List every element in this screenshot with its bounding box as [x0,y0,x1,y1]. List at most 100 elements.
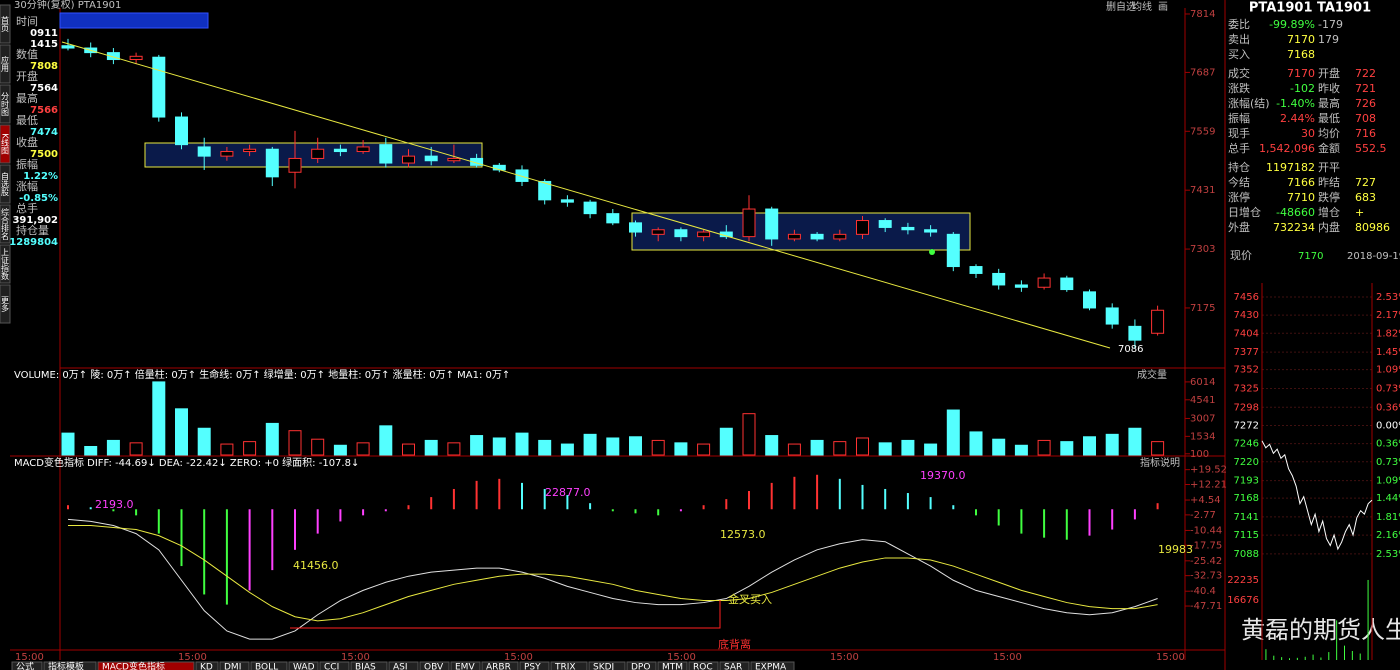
bottom-tab-label: ASI [393,663,408,670]
side-tab[interactable] [0,204,11,244]
toolbar-button[interactable]: 删自选 [1106,0,1136,13]
side-tab-label: 综合排名 [1,207,10,241]
bottom-tab[interactable] [481,661,519,670]
volume-bar [424,439,438,456]
price-value: 7170 [1298,251,1323,262]
volume-bar [470,435,484,456]
macd-bar [725,499,728,510]
bottom-tab-label: SKDJ [593,663,614,670]
macd-bar [135,509,138,516]
side-tab[interactable] [0,244,11,284]
y-tick-label: 7303 [1190,244,1215,255]
divergence-line [290,600,721,629]
bottom-tab[interactable] [250,661,288,670]
macd-bar [452,488,455,510]
quote-label: 今结 [1228,175,1250,189]
bottom-tab[interactable] [626,661,657,670]
bottom-tab-label: OBV [424,663,444,670]
bottom-tab[interactable] [688,661,719,670]
side-tab[interactable] [0,124,11,164]
volume-bar [152,381,166,456]
candle-body [515,169,529,182]
volume-bar [833,441,847,456]
macd-bar [271,509,274,571]
bottom-tab-label: SAR [724,663,742,670]
bottom-tab[interactable] [588,661,626,670]
info-label: 最高 [16,91,38,105]
quote-label: 开盘 [1318,66,1340,80]
quote-value: 30 [1301,127,1315,140]
bottom-tab[interactable] [550,661,588,670]
bottom-tab[interactable] [97,661,195,670]
volume-bar [515,432,529,456]
bottom-tab[interactable] [450,661,481,670]
volume-bar [697,443,711,456]
candle-body [152,56,166,118]
macd-bar [521,482,523,510]
info-value: 7566 [30,105,58,116]
quote-value: + [1355,206,1364,219]
candle-body [470,157,484,166]
side-tab-label: K线图 [1,133,10,155]
quote-value: 7710 [1287,191,1315,204]
y-tick-label: 6014 [1190,377,1215,388]
bottom-tab[interactable] [388,661,419,670]
bottom-tab-label: DMI [224,663,241,670]
quote-label: 日增仓 [1228,205,1261,219]
candle-body [583,201,597,215]
y-tick-label: 4541 [1190,395,1215,406]
bottom-tab[interactable] [319,661,350,670]
macd-bar [203,509,206,595]
bottom-tab[interactable] [750,661,795,670]
volume-bar [1014,444,1028,456]
bottom-tab-label: MACD变色指标 [102,661,165,670]
y-tick-label: -17.75 [1190,540,1222,551]
volume-bar [787,443,801,456]
bottom-tab[interactable] [11,661,43,670]
bottom-tab-label: 公式 [16,661,34,670]
volume-button[interactable]: 成交量 [1137,368,1167,381]
signal-dot [929,249,935,255]
quote-value: 716 [1355,127,1376,140]
side-tab[interactable] [0,84,11,124]
bottom-tab[interactable] [350,661,388,670]
quote-value: 1,542,096 [1259,142,1315,155]
side-tab[interactable] [0,164,11,204]
bottom-tab-label: MTM [662,663,683,670]
side-tab[interactable] [0,44,11,84]
quote-label: 买入 [1228,48,1250,61]
info-label: 总手 [16,201,38,215]
side-tab-label: 自选股 [1,171,10,197]
bottom-tab[interactable] [43,661,97,670]
bottom-tab-label: CCI [324,663,339,670]
bottom-tab[interactable] [288,661,319,670]
bottom-tab[interactable] [419,661,450,670]
bottom-tab[interactable] [195,661,219,670]
candle-body [447,157,461,162]
toolbar-button[interactable]: 均线 [1132,0,1152,13]
y-tick-label: 7814 [1190,9,1215,20]
macd-bar [543,488,546,510]
y-tick-label: 7325 [1234,383,1259,394]
y-tick-label: -10.44 [1190,525,1222,536]
y-tick-label: 7559 [1190,126,1215,137]
bottom-tab[interactable] [519,661,550,670]
macd-button[interactable]: 指标说明 [1140,456,1180,469]
date: 2018-09-19_ [1347,251,1400,262]
macd-header: MACD变色指标 DIFF: -44.69↓ DEA: -22.42↓ ZERO… [14,456,359,469]
x-tick-label: 15:00 [667,652,696,663]
macd-bar [407,505,410,510]
candle-body [265,148,279,178]
y-tick-label: -40.4 [1190,586,1216,597]
macd-bar [1133,509,1136,520]
quote-value: 2.44% [1280,112,1315,125]
toolbar-button[interactable]: 画 [1158,2,1168,13]
bottom-tab-label: ROC [693,663,713,670]
candle-body [1151,309,1165,334]
side-tab[interactable] [0,4,11,44]
candle-body [787,233,801,240]
bottom-tab[interactable] [219,661,250,670]
bottom-tab[interactable] [657,661,688,670]
bottom-tab[interactable] [719,661,750,670]
side-tab[interactable] [0,284,11,324]
